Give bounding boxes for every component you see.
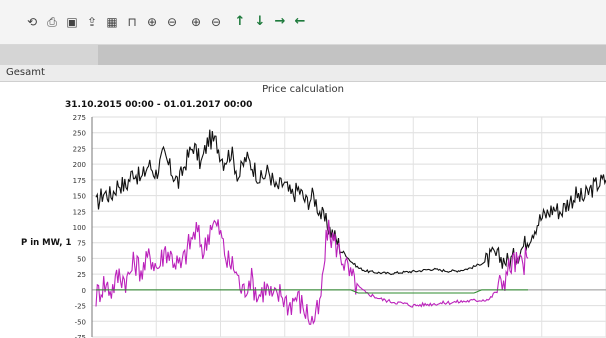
- y-tick-label: 75: [77, 240, 86, 248]
- y-tick-label: 225: [73, 145, 86, 153]
- table-icon[interactable]: ▦: [106, 15, 118, 29]
- zoom-in-icon[interactable]: ⊕: [146, 15, 158, 29]
- arrow-left-icon[interactable]: ←: [294, 14, 306, 29]
- y-axis-label: P in MW, 1: [21, 238, 72, 248]
- tab-gesamt[interactable]: Gesamt: [6, 67, 45, 78]
- y-tick-label: -75: [75, 334, 86, 338]
- arrow-right-icon[interactable]: →: [274, 14, 286, 29]
- strip-tab[interactable]: [0, 45, 98, 65]
- step-chart-icon[interactable]: ⊓: [127, 15, 137, 29]
- y-tick-label: 250: [73, 130, 86, 138]
- y-tick-label: -50: [75, 318, 86, 326]
- y-tick-label: 125: [73, 208, 86, 216]
- series-line-0: [95, 129, 606, 276]
- save-icon[interactable]: ▣: [66, 15, 78, 29]
- y-tick-label: 100: [73, 224, 86, 232]
- series-line-2: [96, 289, 528, 294]
- zoom-out-icon[interactable]: ⊖: [166, 15, 178, 29]
- chart-title: Price calculation: [262, 84, 344, 95]
- y-tick-label: 50: [77, 255, 86, 263]
- series-line-1: [95, 219, 529, 325]
- zoom-x-in-icon[interactable]: ⊕: [190, 15, 202, 29]
- arrow-down-icon[interactable]: ↓: [254, 14, 266, 29]
- y-tick-label: 200: [73, 161, 86, 169]
- toolbar: ⟲ ⎙ ▣ ⇪ ▦ ⊓ ⊕ ⊖ ⊕ ⊖ ↑ ↓ → ←: [0, 0, 606, 45]
- zoom-x-out-icon[interactable]: ⊖: [210, 15, 222, 29]
- arrow-up-icon[interactable]: ↑: [234, 14, 246, 29]
- y-tick-label: 275: [73, 114, 86, 122]
- print-icon[interactable]: ⎙: [47, 15, 57, 29]
- y-tick-label: 175: [73, 177, 86, 185]
- toolbar-strip: [0, 45, 606, 65]
- y-tick-label: -25: [75, 303, 86, 311]
- y-tick-label: 0: [82, 287, 86, 295]
- tab-strip: Gesamt: [0, 65, 606, 82]
- export-icon[interactable]: ⇪: [86, 15, 98, 29]
- y-tick-label: 150: [73, 193, 86, 201]
- date-range-label: 31.10.2015 00:00 - 01.01.2017 00:00: [65, 100, 253, 110]
- y-tick-label: 25: [77, 271, 86, 279]
- refresh-icon[interactable]: ⟲: [26, 15, 38, 29]
